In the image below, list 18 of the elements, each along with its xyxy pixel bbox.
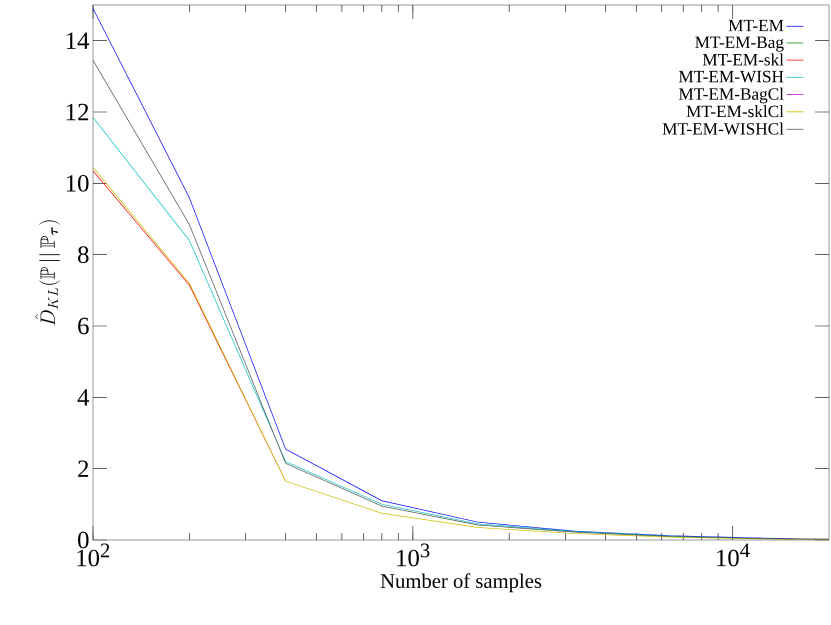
legend-label: MT-EM (728, 20, 784, 32)
y-tick-label: 6 (78, 318, 89, 334)
y-axis-title: $\hat{D}_{KL}(\mathbb{P}\,||\,\mathbb{P}_{\boldsymbol{\tau}})$ (35, 220, 60, 326)
y-tick-label: 14 (66, 32, 90, 49)
y-tick-label: 8 (78, 246, 89, 264)
legend-label: MT-EM-WISH (678, 70, 784, 82)
y-tick-label: 4 (78, 389, 90, 406)
y-tick-label: 2 (78, 460, 88, 477)
x-tick-label: 10$^{3}$ (397, 544, 430, 566)
y-tick-label: 12 (66, 104, 88, 120)
legend-label: MT-EM-WISHCl (662, 122, 784, 135)
legend-label: MT-EM-BagCl (678, 88, 784, 104)
legend-label: MT-EM-Bag (695, 36, 784, 52)
legend-label: MT-EM-sklCl (686, 105, 784, 118)
x-axis-title: Number of samples (380, 573, 542, 592)
x-tick-label: 10$^{4}$ (717, 544, 750, 566)
y-tick-label: 10 (66, 174, 89, 192)
legend-label: MT-EM-skl (702, 53, 784, 66)
